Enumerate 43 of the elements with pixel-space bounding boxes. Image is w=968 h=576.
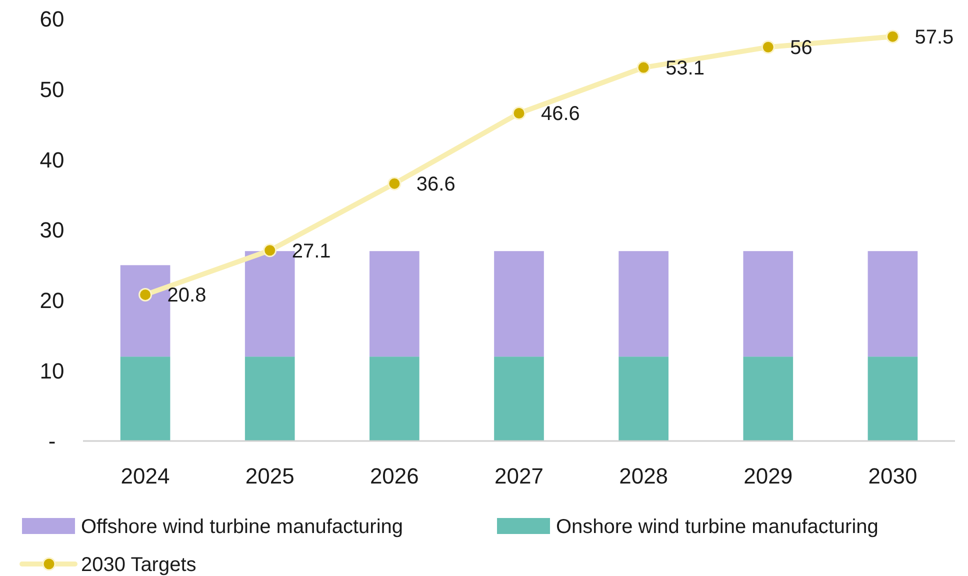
y-tick-label: 10 <box>40 358 64 384</box>
y-tick-label: 60 <box>40 6 64 32</box>
bar <box>494 251 544 357</box>
point <box>138 288 152 302</box>
bar <box>244 356 295 441</box>
bar <box>370 356 420 441</box>
x-tick-label: 2029 <box>744 464 793 489</box>
x-tick-label: 2030 <box>868 464 918 489</box>
x-tick-label: 2024 <box>120 464 170 489</box>
x-tick-label: 2027 <box>494 464 544 489</box>
data-label: 20.8 <box>167 284 206 307</box>
y-tick-label: 30 <box>40 218 64 243</box>
legend-label: Offshore wind turbine manufacturing <box>81 516 404 538</box>
bar <box>494 356 544 441</box>
point <box>886 30 900 44</box>
x-tick-label: 2026 <box>370 464 419 489</box>
bar <box>743 356 794 441</box>
data-label: 36.6 <box>416 174 456 196</box>
legend-label: Onshore wind turbine manufacturing <box>556 516 878 538</box>
y-tick-label: 40 <box>40 147 64 172</box>
bar <box>120 356 170 441</box>
point <box>636 60 650 74</box>
bar <box>868 356 918 441</box>
bar <box>743 251 794 357</box>
data-label: 56 <box>790 37 812 60</box>
bar <box>618 356 668 441</box>
data-label: 53.1 <box>666 58 705 80</box>
point <box>761 40 775 54</box>
point <box>388 176 402 190</box>
bar <box>618 251 668 357</box>
point <box>512 106 526 120</box>
x-tick-label: 2028 <box>619 464 668 489</box>
bar <box>370 251 420 357</box>
legend-label: 2030 Targets <box>81 554 196 576</box>
y-tick-label: 50 <box>40 77 64 102</box>
bar <box>868 251 918 357</box>
x-tick-label: 2025 <box>245 464 294 489</box>
point <box>263 244 277 258</box>
data-label: 46.6 <box>541 103 580 126</box>
y-tick-label: - <box>48 428 56 454</box>
data-label: 57.5 <box>914 26 954 49</box>
data-label: 27.1 <box>292 240 331 262</box>
y-tick-label: 20 <box>40 288 64 314</box>
